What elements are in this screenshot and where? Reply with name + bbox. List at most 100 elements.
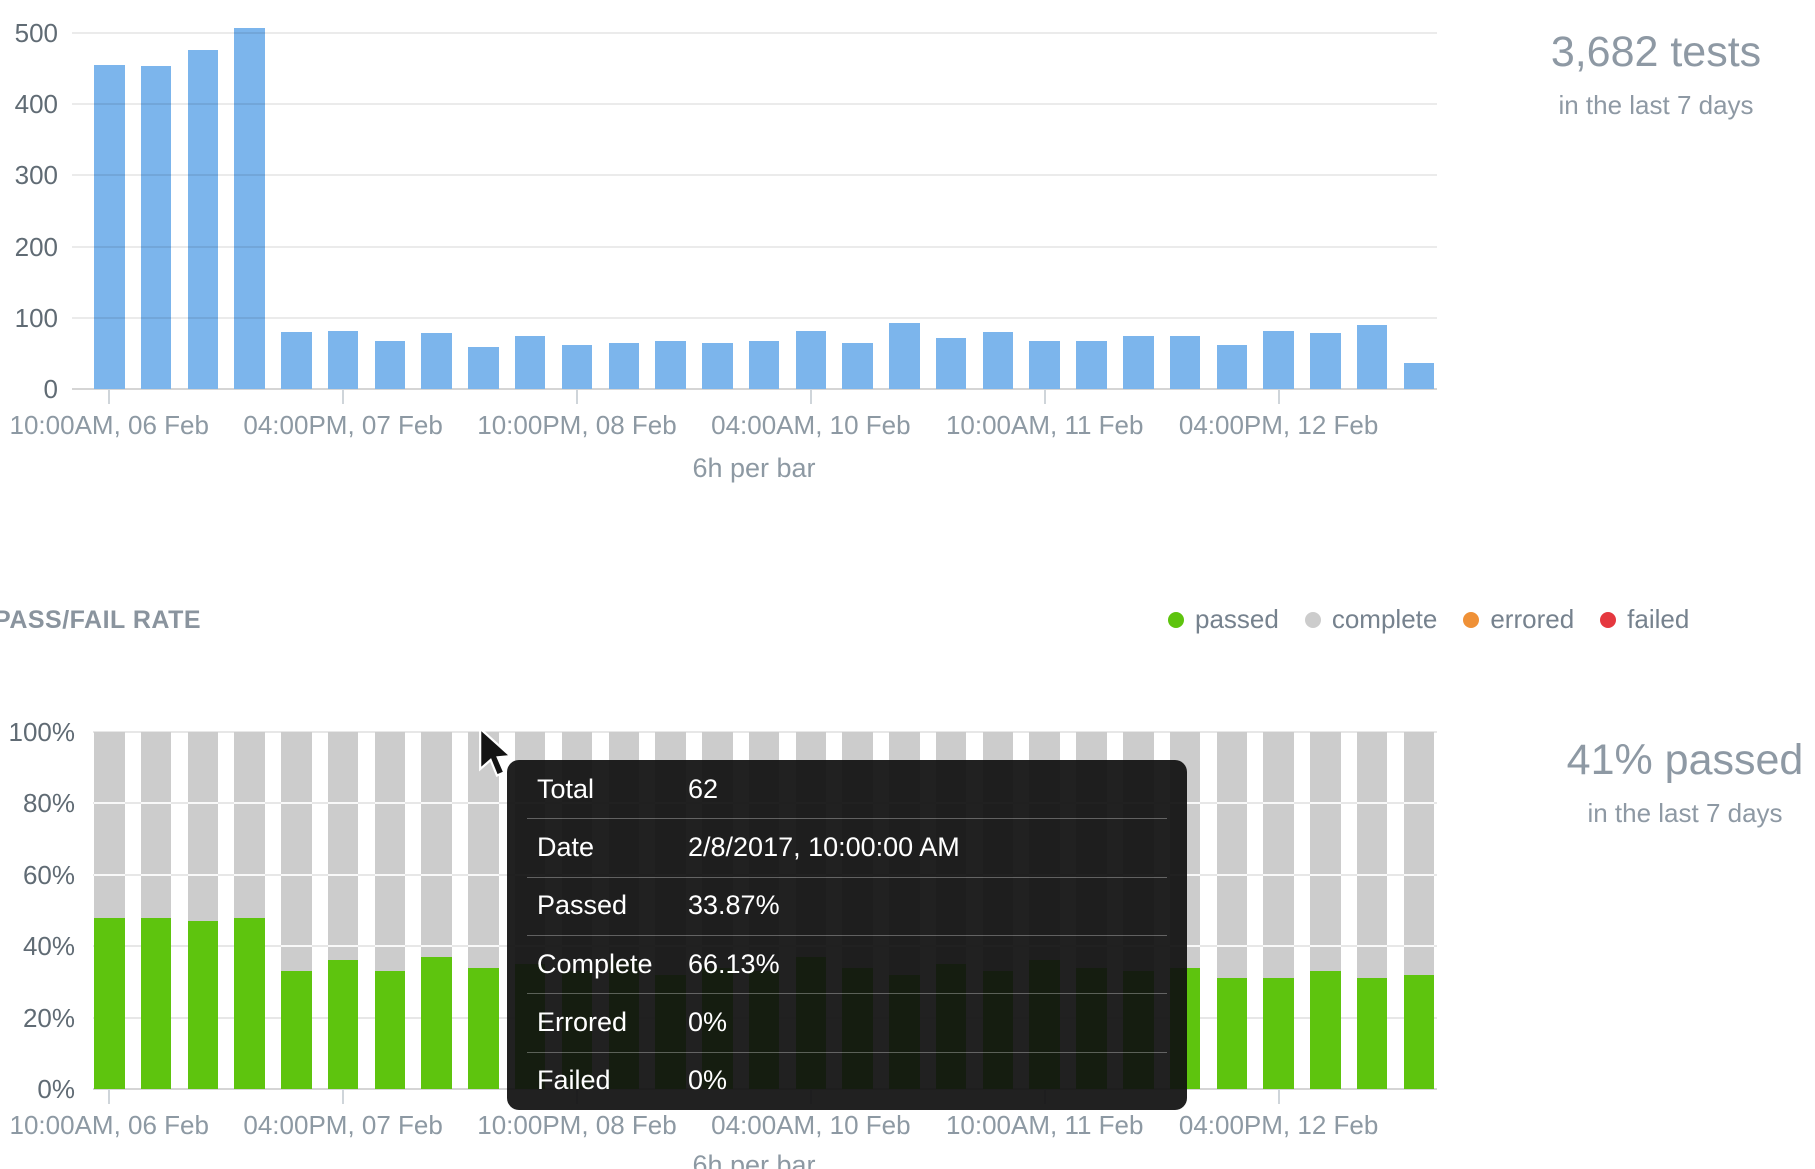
x-axis-tickmark	[108, 1089, 111, 1104]
gridline-over-bar	[234, 802, 265, 805]
tests-bar[interactable]	[94, 65, 125, 389]
complete-bar-segment[interactable]	[327, 732, 359, 961]
gridline-over-bar	[327, 945, 359, 948]
tooltip-row-value: 33.87%	[688, 890, 780, 921]
tests-bar[interactable]	[795, 330, 827, 389]
complete-bar-segment[interactable]	[1356, 732, 1388, 979]
complete-bar-segment[interactable]	[94, 732, 125, 918]
complete-bar-segment[interactable]	[1403, 732, 1435, 975]
gridline-over-bar	[1263, 945, 1294, 948]
tests-bar[interactable]	[748, 340, 780, 389]
gridline-over-bar	[1403, 945, 1435, 948]
passed-bar-segment[interactable]	[1403, 974, 1435, 1089]
passed-bar-segment[interactable]	[1216, 978, 1248, 1089]
passed-bar-segment[interactable]	[94, 917, 125, 1089]
tests-bar[interactable]	[655, 340, 686, 389]
x-axis-tickmark	[342, 389, 345, 404]
tests-bar[interactable]	[374, 340, 406, 389]
tests-bar[interactable]	[514, 336, 546, 389]
tests-bar[interactable]	[889, 322, 920, 389]
passed-bar-segment[interactable]	[468, 968, 499, 1089]
tests-bar[interactable]	[1169, 336, 1201, 389]
legend-item-errored[interactable]: errored	[1463, 604, 1574, 635]
tests-bar[interactable]	[327, 331, 359, 389]
tests-bar[interactable]	[1403, 363, 1435, 389]
gridline-over-bar	[1263, 873, 1294, 876]
complete-bar-segment[interactable]	[1310, 732, 1341, 972]
tests-bar[interactable]	[234, 28, 265, 389]
tests-bar[interactable]	[1123, 336, 1154, 389]
tests-bar[interactable]	[1076, 341, 1107, 389]
tests-bar[interactable]	[1310, 332, 1341, 389]
complete-bar-segment[interactable]	[1263, 732, 1294, 979]
tooltip-row-value: 0%	[688, 1065, 728, 1096]
complete-bar-segment[interactable]	[1216, 732, 1248, 979]
tests-bar[interactable]	[982, 332, 1014, 389]
gridline	[72, 316, 1437, 319]
x-axis-tick-label: 10:00AM, 11 Feb	[945, 410, 1144, 440]
tests-bar[interactable]	[935, 337, 967, 389]
passfail-legend: passed complete errored failed	[1168, 604, 1689, 635]
passed-bar-segment[interactable]	[1310, 971, 1341, 1089]
gridline-over-bar	[1216, 802, 1248, 805]
gridline-over-bar	[421, 945, 452, 948]
legend-item-failed[interactable]: failed	[1600, 604, 1689, 635]
y-axis-tick-label: 20%	[22, 1002, 75, 1033]
tooltip-row-label: Passed	[537, 890, 628, 921]
passed-bar-segment[interactable]	[374, 971, 406, 1089]
complete-bar-segment[interactable]	[374, 732, 406, 972]
complete-bar-segment[interactable]	[468, 732, 499, 969]
passfail-summary: 41% passed in the last 7 days	[1455, 734, 1815, 829]
x-axis-tick-label: 04:00PM, 07 Feb	[243, 1110, 443, 1140]
gridline-over-bar	[327, 873, 359, 876]
gridline-over-bar	[140, 802, 172, 805]
tests-bar[interactable]	[702, 343, 733, 389]
gridline-over-bar	[1356, 802, 1388, 805]
tooltip-row-value: 66.13%	[688, 948, 780, 979]
legend-label-complete: complete	[1331, 604, 1438, 634]
legend-item-complete[interactable]: complete	[1304, 604, 1438, 635]
x-axis-tickmark	[342, 1089, 345, 1104]
tests-bar[interactable]	[1356, 324, 1388, 389]
tests-bar[interactable]	[1029, 341, 1060, 389]
tests-bar[interactable]	[187, 50, 219, 389]
y-axis-tick-label: 100%	[8, 717, 76, 747]
tooltip-row-value: 0%	[688, 1006, 728, 1037]
passed-bar-segment[interactable]	[140, 917, 172, 1089]
gridline-over-bar	[94, 873, 125, 876]
legend-item-passed[interactable]: passed	[1168, 604, 1279, 635]
gridline-over-bar	[1356, 945, 1388, 948]
passed-bar-segment[interactable]	[1263, 978, 1294, 1089]
passed-bar-segment[interactable]	[1356, 978, 1388, 1089]
tests-bar[interactable]	[1216, 344, 1248, 389]
complete-bar-segment[interactable]	[281, 732, 312, 972]
x-axis-tick-label: 10:00AM, 06 Feb	[9, 1110, 209, 1140]
tests-bar[interactable]	[1263, 331, 1294, 389]
passed-bar-segment[interactable]	[327, 960, 359, 1089]
passed-bar-segment[interactable]	[187, 921, 219, 1089]
x-axis-tick-label: 04:00AM, 10 Feb	[711, 410, 911, 440]
x-axis-tick-label: 10:00PM, 08 Feb	[477, 1110, 677, 1140]
passed-bar-segment[interactable]	[421, 956, 452, 1089]
passfail-summary-caption: in the last 7 days	[1587, 797, 1783, 828]
passed-bar-segment[interactable]	[234, 917, 265, 1089]
complete-bar-segment[interactable]	[421, 732, 452, 957]
tests-bar[interactable]	[468, 346, 499, 389]
complete-bar-segment[interactable]	[234, 732, 265, 918]
y-axis-tick-label: 0%	[37, 1074, 75, 1104]
y-axis-tick-label: 40%	[22, 931, 75, 962]
tests-bar[interactable]	[281, 332, 312, 389]
tests-bar[interactable]	[140, 65, 172, 389]
tests-bar[interactable]	[842, 342, 873, 389]
chart-tooltip: Total 62 Date 2/8/2017, 10:00:00 AM Passed 33…	[507, 760, 1187, 1110]
tooltip-row-label: Failed	[537, 1065, 611, 1096]
tests-bar[interactable]	[561, 344, 593, 389]
tooltip-row-label: Total	[537, 773, 595, 804]
tests-bar[interactable]	[421, 332, 452, 389]
gridline-over-bar	[1216, 945, 1248, 948]
tests-bar[interactable]	[608, 342, 639, 389]
complete-bar-segment[interactable]	[187, 732, 219, 922]
complete-bar-segment[interactable]	[140, 732, 172, 918]
passed-bar-segment[interactable]	[281, 971, 312, 1089]
